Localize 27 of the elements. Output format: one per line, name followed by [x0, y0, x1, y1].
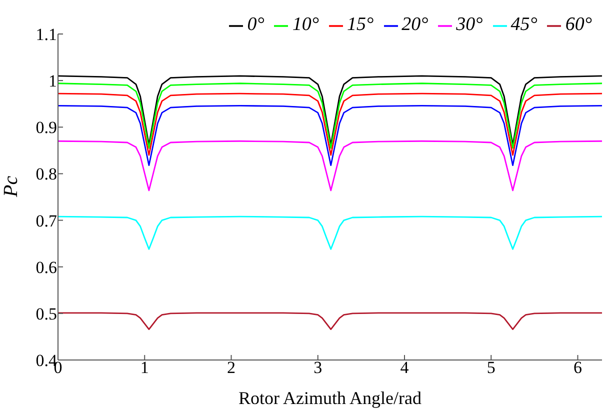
- y-tick-label: 0.7: [36, 211, 58, 230]
- line-series: [58, 312, 602, 330]
- line-series: [58, 92, 602, 156]
- x-tick-label: 4: [400, 358, 410, 378]
- legend-label: 10°: [292, 14, 319, 35]
- y-tick-label: 0.8: [36, 164, 57, 184]
- x-tick-label: 3: [314, 358, 322, 378]
- legend-label: 45°: [510, 14, 538, 35]
- y-tick-label: 1.1: [36, 25, 57, 44]
- y-tick-label: 0.5: [36, 304, 57, 324]
- y-tick-label: 0.9: [36, 118, 57, 138]
- line-series: [58, 140, 602, 192]
- legend-label: 0°: [247, 14, 264, 35]
- legend-label: 60°: [565, 14, 592, 35]
- x-tick-label: 6: [573, 358, 582, 378]
- x-tick-label: 1: [140, 358, 149, 378]
- legend-label: 30°: [456, 14, 483, 35]
- legend-label: 15°: [346, 14, 374, 35]
- y-axis-title: Pc: [0, 176, 22, 198]
- x-tick-label: 2: [227, 358, 236, 378]
- y-tick-label: 0.6: [36, 258, 57, 277]
- line-series: [58, 105, 602, 166]
- x-tick-label: 5: [486, 358, 496, 378]
- legend-label: 20°: [402, 14, 428, 35]
- x-axis-title: Rotor Azimuth Angle/rad: [238, 388, 422, 408]
- y-tick-label: 1: [48, 72, 57, 91]
- line-series: [58, 216, 602, 250]
